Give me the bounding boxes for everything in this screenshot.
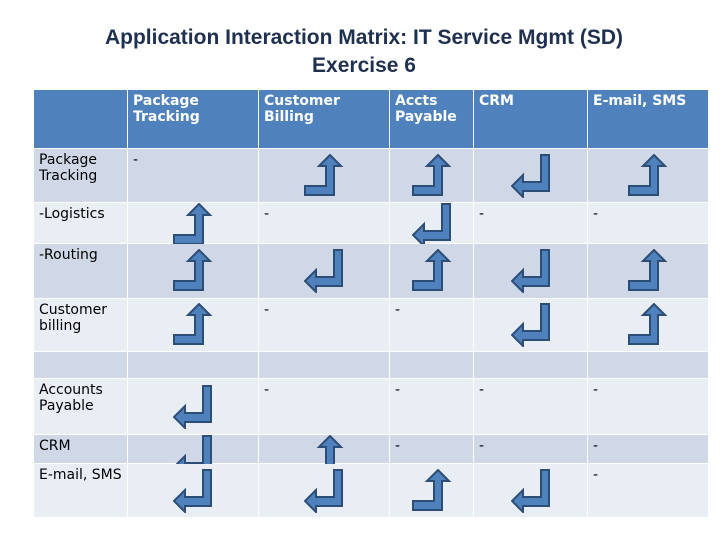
cell [389, 202, 474, 247]
table-row [33, 351, 709, 379]
cell [473, 148, 588, 203]
cell [473, 463, 588, 518]
cell [587, 298, 709, 352]
return-arrow [304, 468, 343, 513]
column-header: Accts Payable [389, 89, 474, 149]
cell [258, 148, 390, 203]
cell: - [258, 378, 390, 435]
cell: - [258, 298, 390, 352]
cell: - [127, 148, 259, 203]
return-arrow [510, 153, 550, 198]
table-row: Accounts Payable - - - - [33, 378, 709, 435]
cell [473, 351, 588, 379]
outgoing-arrow [411, 153, 450, 196]
outgoing-arrow [628, 303, 666, 345]
cell [127, 243, 259, 299]
outgoing-arrow [173, 203, 211, 245]
cell [587, 243, 709, 299]
row-label: Accounts Payable [33, 378, 128, 435]
matrix: Package Tracking Customer Billing Accts Pa… [33, 89, 709, 518]
cell: - [473, 202, 588, 244]
column-header: Customer Billing [258, 89, 390, 149]
cell [258, 243, 390, 299]
cell: - [587, 378, 709, 435]
table-row: E-mail, SMS - [33, 463, 709, 518]
cell [258, 434, 390, 477]
column-header: CRM [473, 89, 588, 149]
row-label: -Logistics [33, 202, 128, 244]
table-row: Customer billing - - [33, 298, 709, 352]
cell [389, 463, 474, 518]
row-label: CRM [33, 434, 128, 464]
table-row: -Logistics - - - [33, 202, 709, 247]
return-arrow [411, 203, 451, 247]
subtitle: Exercise 6 [312, 54, 416, 77]
table-row: -Routing [33, 243, 709, 299]
outgoing-arrow [628, 249, 666, 291]
cell [127, 202, 259, 245]
cell: - [587, 434, 709, 464]
cell [127, 351, 259, 379]
cell: - [587, 202, 709, 244]
cell [127, 463, 259, 518]
cell [389, 351, 474, 379]
return-arrow [510, 249, 550, 293]
return-arrow [173, 384, 212, 429]
cell [258, 463, 390, 518]
cell [389, 148, 474, 203]
row-label: -Routing [33, 243, 128, 299]
outgoing-arrow [411, 249, 450, 291]
row-label [33, 351, 128, 379]
cell [473, 243, 588, 299]
return-arrow [173, 468, 212, 513]
table-row: CRM - - - [33, 434, 709, 479]
cell: - [389, 298, 474, 352]
cell [473, 298, 588, 352]
outgoing-arrow [304, 153, 342, 196]
cell [127, 298, 259, 352]
cell: - [389, 378, 474, 435]
corner [33, 89, 128, 149]
cell: - [389, 434, 474, 464]
return-arrow [304, 249, 343, 293]
cell [258, 351, 390, 379]
cell [587, 148, 709, 203]
table-row: Package Tracking - [33, 148, 709, 203]
row-label: E-mail, SMS [33, 463, 128, 518]
outgoing-arrow [411, 468, 450, 511]
cell: - [473, 434, 588, 464]
cell: - [587, 463, 709, 518]
row-label: Customer billing [33, 298, 128, 352]
cell: - [258, 202, 390, 244]
cell [127, 378, 259, 435]
outgoing-arrow [628, 153, 666, 196]
cell [587, 351, 709, 379]
outgoing-arrow [173, 303, 211, 345]
row-label: Package Tracking [33, 148, 128, 203]
cell [389, 243, 474, 299]
column-header: Package Tracking [127, 89, 259, 149]
cell [127, 434, 259, 479]
outgoing-arrow [173, 249, 211, 291]
return-arrow [510, 468, 550, 513]
column-header: E-mail, SMS [587, 89, 709, 149]
title: Application Interaction Matrix: IT Servi… [104, 26, 624, 49]
cell: - [473, 378, 588, 435]
return-arrow [510, 303, 550, 347]
